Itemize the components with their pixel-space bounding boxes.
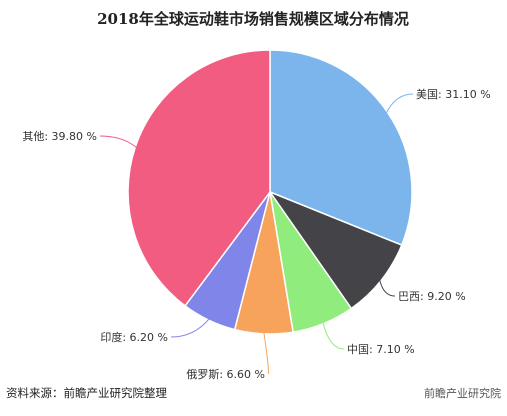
leader-line-2 — [379, 279, 396, 297]
leader-line-5 — [170, 317, 210, 338]
slice-label-2: 巴西: 9.20 % — [398, 290, 466, 303]
slice-label-3: 中国: 7.10 % — [347, 343, 415, 356]
slice-label-4: 俄罗斯: 6.60 % — [186, 368, 265, 381]
slice-label-6: 其他: 39.80 % — [22, 130, 97, 143]
pie-slice-6 — [127, 49, 271, 307]
pie-slices — [127, 49, 413, 335]
leader-line-4 — [263, 331, 269, 375]
pie-slice-2 — [267, 190, 403, 310]
chart-title: 2018年全球运动鞋市场销售规模区域分布情况 — [97, 10, 409, 28]
source-note: 资料来源：前瞻产业研究院整理 — [6, 386, 167, 400]
leader-line-1 — [385, 93, 414, 114]
leader-line-3 — [322, 321, 345, 350]
watermark-text: 前瞻产业研究院 — [424, 386, 501, 400]
slice-label-1: 美国: 31.10 % — [416, 88, 491, 101]
pie-slice-1 — [269, 49, 413, 247]
leader-line-6 — [99, 135, 138, 149]
slice-label-5: 印度: 6.20 % — [100, 330, 168, 344]
pie-labels: 美国: 31.10 % 巴西: 9.20 % 中国: 7.10 % 俄罗斯: 6.60… — [22, 88, 490, 381]
